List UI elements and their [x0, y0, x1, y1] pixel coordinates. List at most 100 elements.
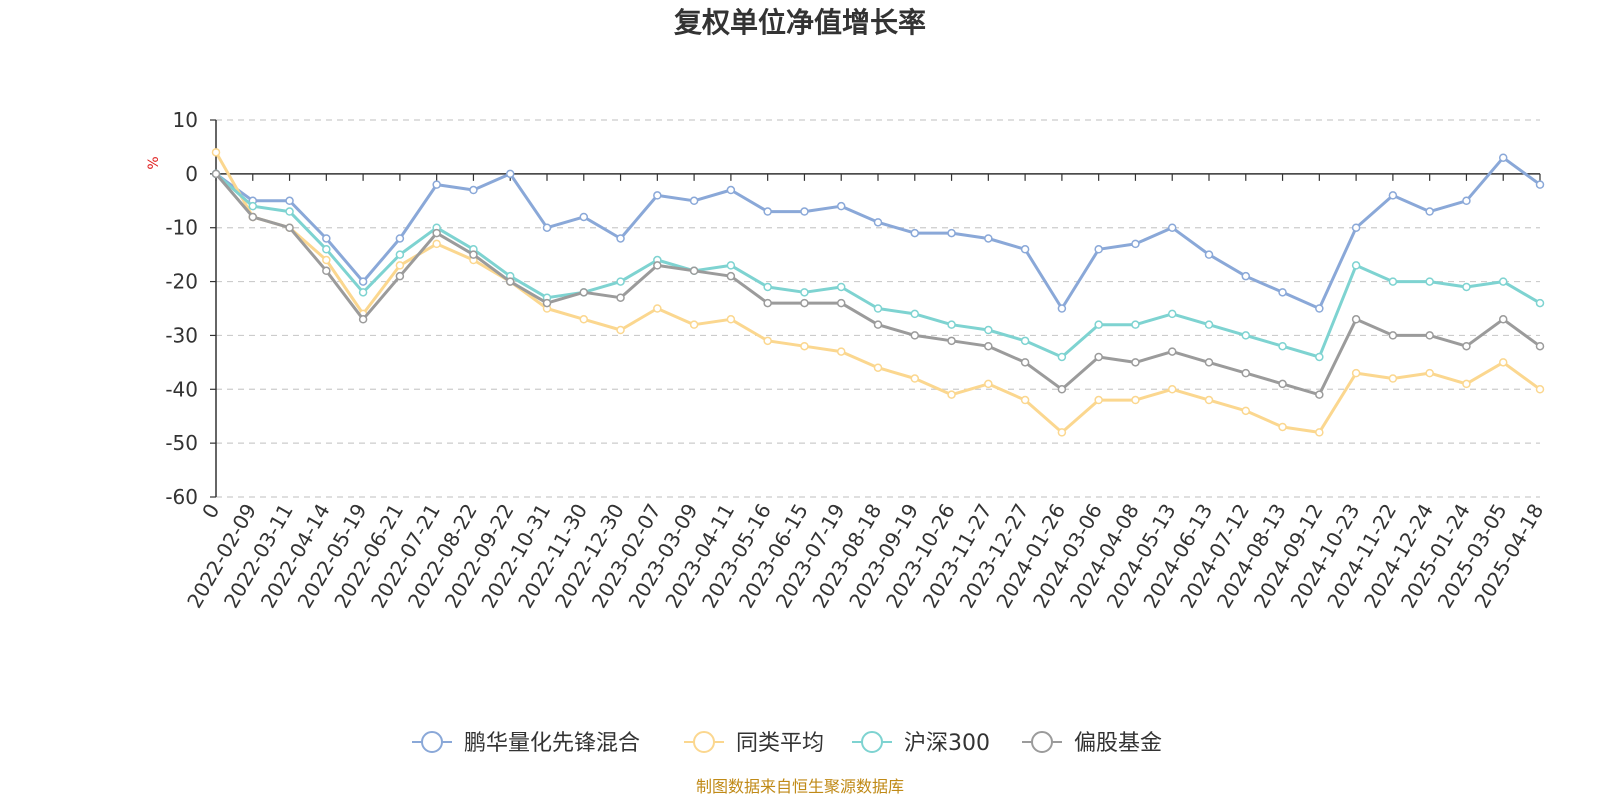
data-point [1425, 331, 1434, 340]
data-point [1057, 428, 1067, 437]
data-point [873, 320, 883, 329]
data-point [395, 234, 405, 243]
data-point [1498, 315, 1508, 324]
data-point [1020, 336, 1030, 346]
data-point [1204, 250, 1214, 259]
data-point [763, 336, 772, 346]
data-point [1167, 309, 1177, 319]
data-point [1204, 358, 1214, 367]
x-tick-label: 0 [197, 500, 224, 523]
data-point [395, 250, 405, 259]
data-point [616, 234, 625, 243]
series-lines [211, 148, 1545, 437]
data-point [1131, 358, 1140, 367]
data-point [910, 331, 920, 340]
data-point [285, 223, 294, 232]
data-point [984, 379, 993, 389]
data-point [873, 218, 883, 227]
data-point [689, 196, 699, 206]
data-point [1131, 395, 1140, 405]
data-point [1167, 385, 1177, 394]
data-point [542, 223, 552, 232]
data-point [1351, 261, 1361, 270]
data-point [1498, 153, 1508, 162]
data-point [395, 261, 405, 270]
data-point [800, 288, 809, 297]
data-point [1315, 428, 1324, 437]
data-point [1351, 368, 1361, 378]
data-point [1278, 341, 1287, 351]
legend: 鹏华量化先锋混合 同类平均 沪深300 偏股基金 [412, 731, 1162, 756]
data-point [910, 228, 920, 238]
data-point [579, 288, 589, 297]
legend-marker [1031, 731, 1053, 753]
data-point [358, 277, 368, 286]
data-point [763, 282, 772, 292]
legend-label: 沪深300 [904, 731, 990, 756]
data-point [1462, 379, 1471, 389]
chart-title: 复权单位净值增长率 [674, 6, 926, 39]
data-point [1462, 341, 1471, 351]
data-point [910, 374, 920, 383]
legend-label: 同类平均 [736, 731, 824, 756]
y-tick-label: -50 [165, 431, 198, 455]
legend-label: 偏股基金 [1074, 731, 1162, 756]
data-point [616, 277, 625, 286]
data-point [689, 320, 699, 329]
data-point [469, 185, 478, 195]
data-point [1315, 390, 1324, 399]
data-point [873, 363, 883, 372]
data-point [248, 212, 258, 222]
data-point [726, 261, 736, 270]
data-point [836, 201, 846, 211]
data-point [616, 293, 625, 302]
y-tick-label: -20 [165, 270, 198, 294]
data-point [1351, 315, 1361, 324]
data-point [579, 212, 589, 222]
data-point [1278, 379, 1287, 389]
data-point [800, 207, 809, 216]
data-point [1388, 191, 1398, 200]
y-axis-unit-label: % [146, 156, 162, 169]
data-point [910, 309, 920, 319]
legend-marker [421, 731, 443, 753]
data-point [322, 245, 331, 254]
data-point [579, 315, 589, 324]
series-line [214, 172, 1542, 397]
data-point [1278, 422, 1287, 432]
data-point [1351, 223, 1361, 232]
data-point [358, 288, 368, 297]
data-point [1315, 304, 1324, 313]
data-point [1425, 207, 1434, 216]
data-point [285, 196, 294, 206]
data-point [984, 341, 993, 351]
data-point [1498, 277, 1508, 286]
data-point [395, 271, 405, 281]
data-point [836, 347, 846, 356]
axes: 100-10-20-30-40-50-6002022-02-092022-03-… [165, 108, 1548, 612]
data-source-note: 制图数据来自恒生聚源数据库 [696, 777, 904, 796]
data-point [763, 298, 772, 308]
data-point [653, 261, 662, 270]
series-line [214, 150, 1542, 434]
data-point [211, 148, 221, 157]
data-point [726, 271, 736, 281]
data-point [836, 282, 846, 292]
data-point [984, 325, 993, 335]
data-point [1094, 352, 1103, 362]
data-point [1315, 352, 1324, 362]
data-point [1131, 239, 1140, 249]
data-point [1020, 245, 1030, 254]
y-tick-label: -40 [165, 377, 198, 401]
data-point [1167, 223, 1177, 232]
y-tick-label: -30 [165, 323, 198, 347]
data-point [1388, 331, 1398, 340]
data-point [1498, 358, 1508, 367]
data-point [469, 250, 478, 259]
data-point [726, 185, 736, 195]
data-point [285, 207, 294, 216]
data-point [1020, 358, 1030, 367]
legend-marker [861, 731, 883, 753]
data-point [211, 169, 221, 179]
data-point [763, 207, 772, 216]
